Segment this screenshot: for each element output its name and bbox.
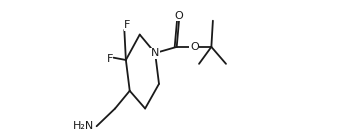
Text: H₂N: H₂N — [73, 121, 94, 131]
Text: F: F — [124, 20, 130, 30]
Text: F: F — [106, 54, 113, 64]
Text: N: N — [151, 48, 159, 58]
Text: O: O — [190, 42, 199, 52]
Text: O: O — [175, 11, 184, 21]
